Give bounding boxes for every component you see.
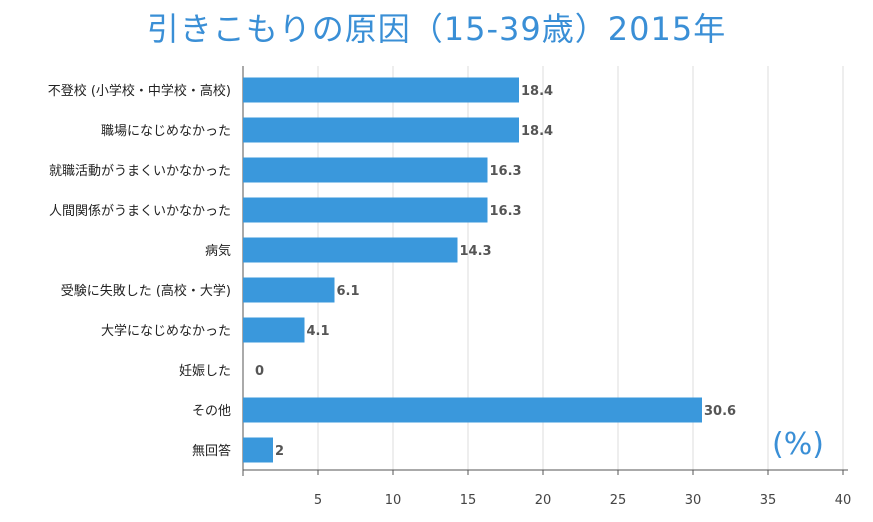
x-tick-label: 40 [835,493,852,508]
value-label: 0 [255,364,264,379]
x-tick-label: 20 [535,493,552,508]
x-tick-label: 25 [610,493,627,508]
category-label: 無回答 [192,443,231,459]
bar [243,157,488,183]
value-label: 16.3 [490,164,522,179]
bar [243,237,458,263]
x-tick-label: 10 [385,493,402,508]
category-label: 人間関係がうまくいかなかった [49,204,231,219]
category-label: 不登校 (小学校・中学校・高校) [48,83,231,99]
value-label: 18.4 [521,84,553,99]
category-label: 大学になじめなかった [101,323,231,339]
bar [243,317,305,343]
bar [243,437,273,463]
x-tick-label: 15 [460,493,477,508]
category-label: その他 [192,404,231,419]
value-label: 16.3 [490,204,522,219]
x-tick-label: 35 [760,493,777,508]
bar [243,397,702,423]
category-label: 病気 [205,243,231,259]
unit-label: (%) [772,427,824,462]
value-label: 2 [275,444,284,459]
value-label: 6.1 [337,284,360,299]
bar [243,197,488,223]
category-label: 就職活動がうまくいかなかった [49,164,231,179]
bar [243,277,335,303]
x-tick-label: 5 [314,493,322,508]
chart-title: 引きこもりの原因（15-39歳）2015年 [146,10,727,48]
category-label: 妊娠した [179,364,231,379]
bar [243,77,519,103]
value-label: 14.3 [460,244,492,259]
category-label: 職場になじめなかった [101,124,231,139]
x-tick-label: 30 [685,493,702,508]
value-label: 18.4 [521,124,553,139]
value-label: 4.1 [307,324,330,339]
value-label: 30.6 [704,404,736,419]
category-label: 受験に失敗した (高校・大学) [61,283,231,299]
bar [243,117,519,143]
